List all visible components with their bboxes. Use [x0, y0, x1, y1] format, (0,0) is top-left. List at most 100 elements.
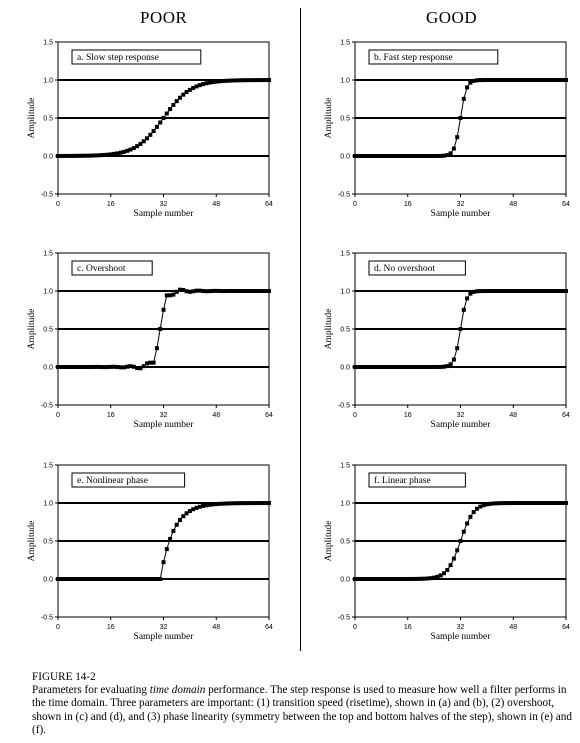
data-point: [474, 289, 479, 294]
data-point: [207, 502, 212, 507]
data-point: [554, 501, 559, 506]
chart-f: -0.5 0.0 0.5 1.0 1.5 0 16 32 48 64 Sample number Am…: [324, 463, 570, 643]
data-point: [56, 364, 60, 369]
data-point: [531, 78, 536, 82]
data-point: [260, 289, 265, 294]
data-point: [161, 560, 166, 565]
data-point: [260, 78, 265, 83]
data-point: [161, 307, 166, 312]
data-point: [65, 577, 70, 581]
data-point: [544, 289, 549, 293]
data-point: [471, 78, 476, 83]
data-point: [395, 576, 400, 581]
data-point: [243, 78, 248, 83]
data-point: [59, 577, 64, 581]
data-point: [105, 577, 110, 581]
data-point: [409, 154, 414, 158]
data-point: [458, 327, 463, 331]
data-point: [187, 87, 192, 92]
y-tick-label: 1.0: [340, 501, 350, 508]
data-point: [478, 289, 483, 294]
data-point: [531, 289, 536, 293]
data-point: [141, 139, 146, 144]
data-point: [514, 289, 519, 293]
data-point: [247, 501, 252, 506]
chart-label-box: [71, 260, 153, 276]
data-point: [184, 511, 189, 516]
data-point: [197, 504, 202, 509]
data-point: [194, 84, 199, 89]
data-point: [484, 78, 489, 83]
data-point: [402, 154, 407, 158]
data-point: [210, 288, 215, 293]
data-point: [395, 154, 400, 158]
data-point: [504, 289, 509, 293]
data-point: [369, 576, 374, 581]
data-point: [540, 78, 545, 82]
data-point: [138, 366, 143, 371]
data-point: [484, 289, 489, 294]
data-point: [214, 502, 219, 507]
x-axis-label: Sample number: [134, 209, 195, 219]
data-point: [75, 153, 80, 158]
data-point: [224, 78, 229, 83]
y-axis-label: Amplitude: [27, 98, 37, 139]
data-point: [194, 288, 199, 293]
data-point: [59, 364, 64, 369]
data-point: [547, 501, 552, 506]
data-point: [494, 78, 499, 83]
chart-label: c. Overshoot: [77, 264, 126, 274]
data-point: [409, 365, 414, 369]
data-point: [474, 78, 479, 83]
y-tick-label: 1.5: [43, 251, 53, 258]
chart-e: -0.5 0.0 0.5 1.0 1.5 0 16 32 48 64 Sample number Am…: [27, 463, 273, 643]
data-point: [451, 556, 456, 561]
y-tick-label: 1.5: [43, 40, 53, 47]
data-point: [442, 153, 447, 158]
data-point: [181, 514, 186, 519]
data-point: [537, 501, 542, 506]
data-point: [65, 153, 70, 158]
data-point: [171, 528, 176, 533]
data-point: [534, 501, 539, 506]
data-point: [428, 153, 433, 158]
data-point: [145, 136, 150, 141]
data-point: [230, 288, 235, 293]
data-point: [88, 153, 93, 158]
data-point: [442, 571, 447, 576]
data-point: [521, 289, 526, 293]
x-tick-label: 48: [212, 624, 220, 631]
y-axis-label: Amplitude: [324, 521, 334, 562]
data-point: [197, 83, 202, 88]
data-point: [240, 78, 245, 83]
data-point: [488, 501, 493, 506]
data-point: [138, 141, 143, 146]
data-point: [118, 577, 123, 581]
data-point: [445, 364, 450, 369]
data-point: [547, 78, 552, 82]
data-point: [158, 577, 163, 581]
data-point: [385, 576, 390, 581]
data-point: [392, 576, 397, 581]
data-point: [359, 365, 364, 369]
data-point: [521, 78, 526, 82]
data-point: [369, 365, 374, 369]
data-point: [217, 288, 222, 293]
y-tick-label: -0.5: [41, 192, 53, 199]
x-tick-label: 16: [404, 624, 412, 631]
data-point: [422, 364, 427, 369]
data-point: [154, 124, 159, 129]
x-tick-label: 0: [56, 412, 60, 419]
x-axis-label: Sample number: [431, 420, 492, 430]
data-point: [511, 501, 516, 506]
data-point: [148, 577, 153, 581]
data-point: [56, 153, 60, 158]
data-point: [115, 577, 120, 581]
data-point: [389, 154, 394, 158]
data-point: [540, 501, 545, 506]
data-point: [435, 574, 440, 579]
caption-emphasis: time domain: [149, 684, 206, 697]
x-tick-label: 16: [404, 201, 412, 208]
data-point: [445, 567, 450, 572]
data-point: [72, 365, 77, 369]
